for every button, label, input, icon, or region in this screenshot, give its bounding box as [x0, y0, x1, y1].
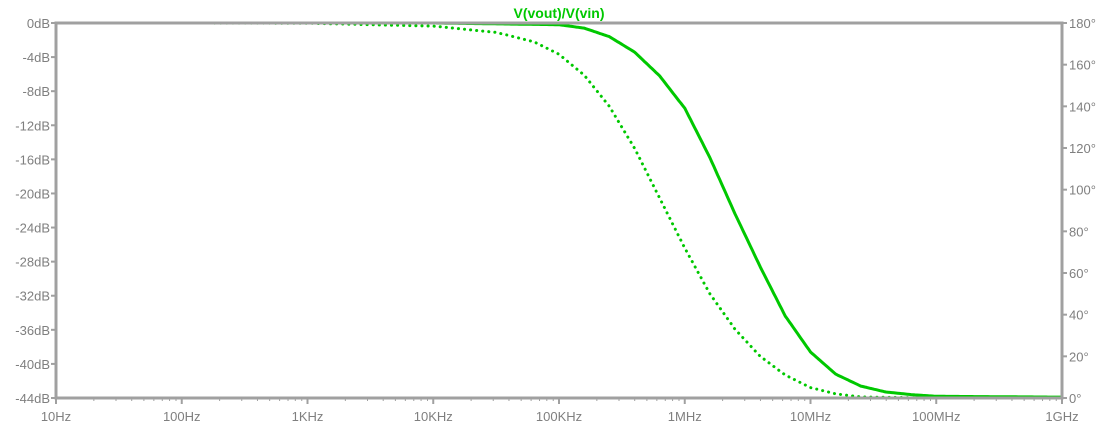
x-tick-label: 100MHz — [912, 409, 960, 424]
y-left-tick-label: -12dB — [15, 118, 50, 133]
y-left-tick-label: -24dB — [15, 221, 50, 236]
x-tick-label: 10Hz — [41, 409, 71, 424]
y-right-tick-label: 20° — [1069, 349, 1089, 364]
y-right-tick-label: 80° — [1069, 224, 1089, 239]
y-right-tick-label: 140° — [1069, 99, 1096, 114]
y-left-tick-label: -40dB — [15, 357, 50, 372]
y-left-tick-label: -16dB — [15, 152, 50, 167]
y-left-tick-label: -28dB — [15, 255, 50, 270]
y-right-tick-label: 40° — [1069, 308, 1089, 323]
y-right-tick-label: 0° — [1069, 391, 1081, 406]
chart-title[interactable]: V(vout)/V(vin) — [514, 5, 605, 21]
x-tick-label: 100KHz — [536, 409, 582, 424]
y-right-tick-label: 180° — [1069, 16, 1096, 31]
y-left-tick-label: -44dB — [15, 391, 50, 406]
y-right-tick-label: 120° — [1069, 141, 1096, 156]
x-tick-label: 1KHz — [292, 409, 324, 424]
y-left-tick-label: -8dB — [23, 84, 50, 99]
plot-frame — [54, 21, 1064, 400]
y-left-tick-label: -4dB — [23, 50, 50, 65]
y-left-tick-label: 0dB — [27, 16, 50, 31]
y-right-tick-label: 100° — [1069, 183, 1096, 198]
x-tick-label: 1MHz — [668, 409, 702, 424]
x-tick-label: 100Hz — [163, 409, 201, 424]
axis-ticks: 10Hz 100Hz 1KHz 10KHz 100KHz 1MHz 10MHz 100MHz 1… — [15, 16, 1096, 424]
y-right-tick-label: 60° — [1069, 266, 1089, 281]
y-left-tick-label: -32dB — [15, 289, 50, 304]
x-tick-label: 10KHz — [414, 409, 453, 424]
y-left-tick-label: -36dB — [15, 323, 50, 338]
x-tick-label: 10MHz — [790, 409, 831, 424]
y-left-tick-label: -20dB — [15, 186, 50, 201]
y-right-tick-label: 160° — [1069, 58, 1096, 73]
x-tick-label: 1GHz — [1045, 409, 1078, 424]
